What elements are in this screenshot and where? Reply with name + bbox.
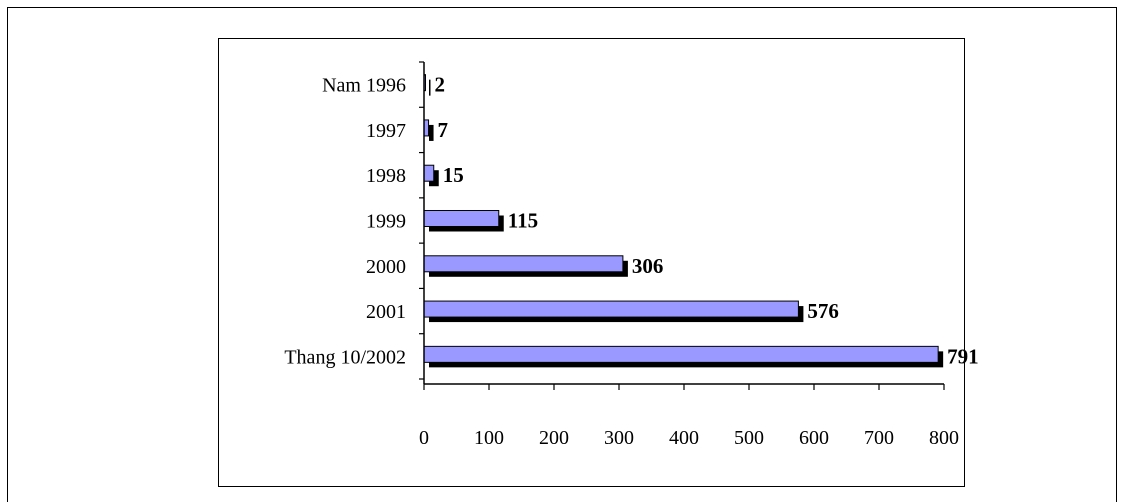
bars-layer (423, 74, 944, 368)
outer-frame (7, 7, 1117, 502)
data-label: 7 (438, 118, 449, 142)
bar-shadow (429, 79, 431, 96)
bar (423, 210, 500, 227)
bar (423, 255, 624, 273)
x-tick-label: 500 (734, 427, 764, 449)
y-tick-label: 1998 (366, 165, 406, 187)
axes-layer (419, 61, 945, 390)
y-tick-label: 1997 (366, 120, 406, 142)
x-tick-label: 700 (864, 427, 894, 449)
data-label: 2 (435, 73, 446, 97)
y-tick-label: 2001 (366, 301, 406, 323)
data-label: 115 (508, 209, 538, 233)
x-tick-label: 600 (799, 427, 829, 449)
x-tick-label: 300 (604, 427, 634, 449)
x-tick-label: 200 (539, 427, 569, 449)
x-tick-label: 0 (419, 427, 429, 449)
bar (423, 345, 939, 363)
data-label: 15 (443, 163, 464, 187)
y-tick-label: 1999 (366, 211, 406, 233)
data-label: 791 (947, 344, 979, 368)
y-tick-label: Nam 1996 (322, 75, 406, 97)
x-tick-label: 400 (669, 427, 699, 449)
x-tick-label: 100 (474, 427, 504, 449)
y-tick-label: Thang 10/2002 (284, 346, 406, 368)
labels-layer: 0 100 200 300 400 500 600 700 800 Nam 1996 2 1997 7 1… (284, 73, 978, 449)
data-label: 576 (807, 299, 839, 323)
bar (423, 300, 799, 318)
bar (423, 164, 435, 182)
bar-shadow (429, 124, 434, 141)
x-tick-label: 800 (929, 427, 959, 449)
data-label: 306 (632, 254, 664, 278)
y-tick-label: 2000 (366, 256, 406, 278)
